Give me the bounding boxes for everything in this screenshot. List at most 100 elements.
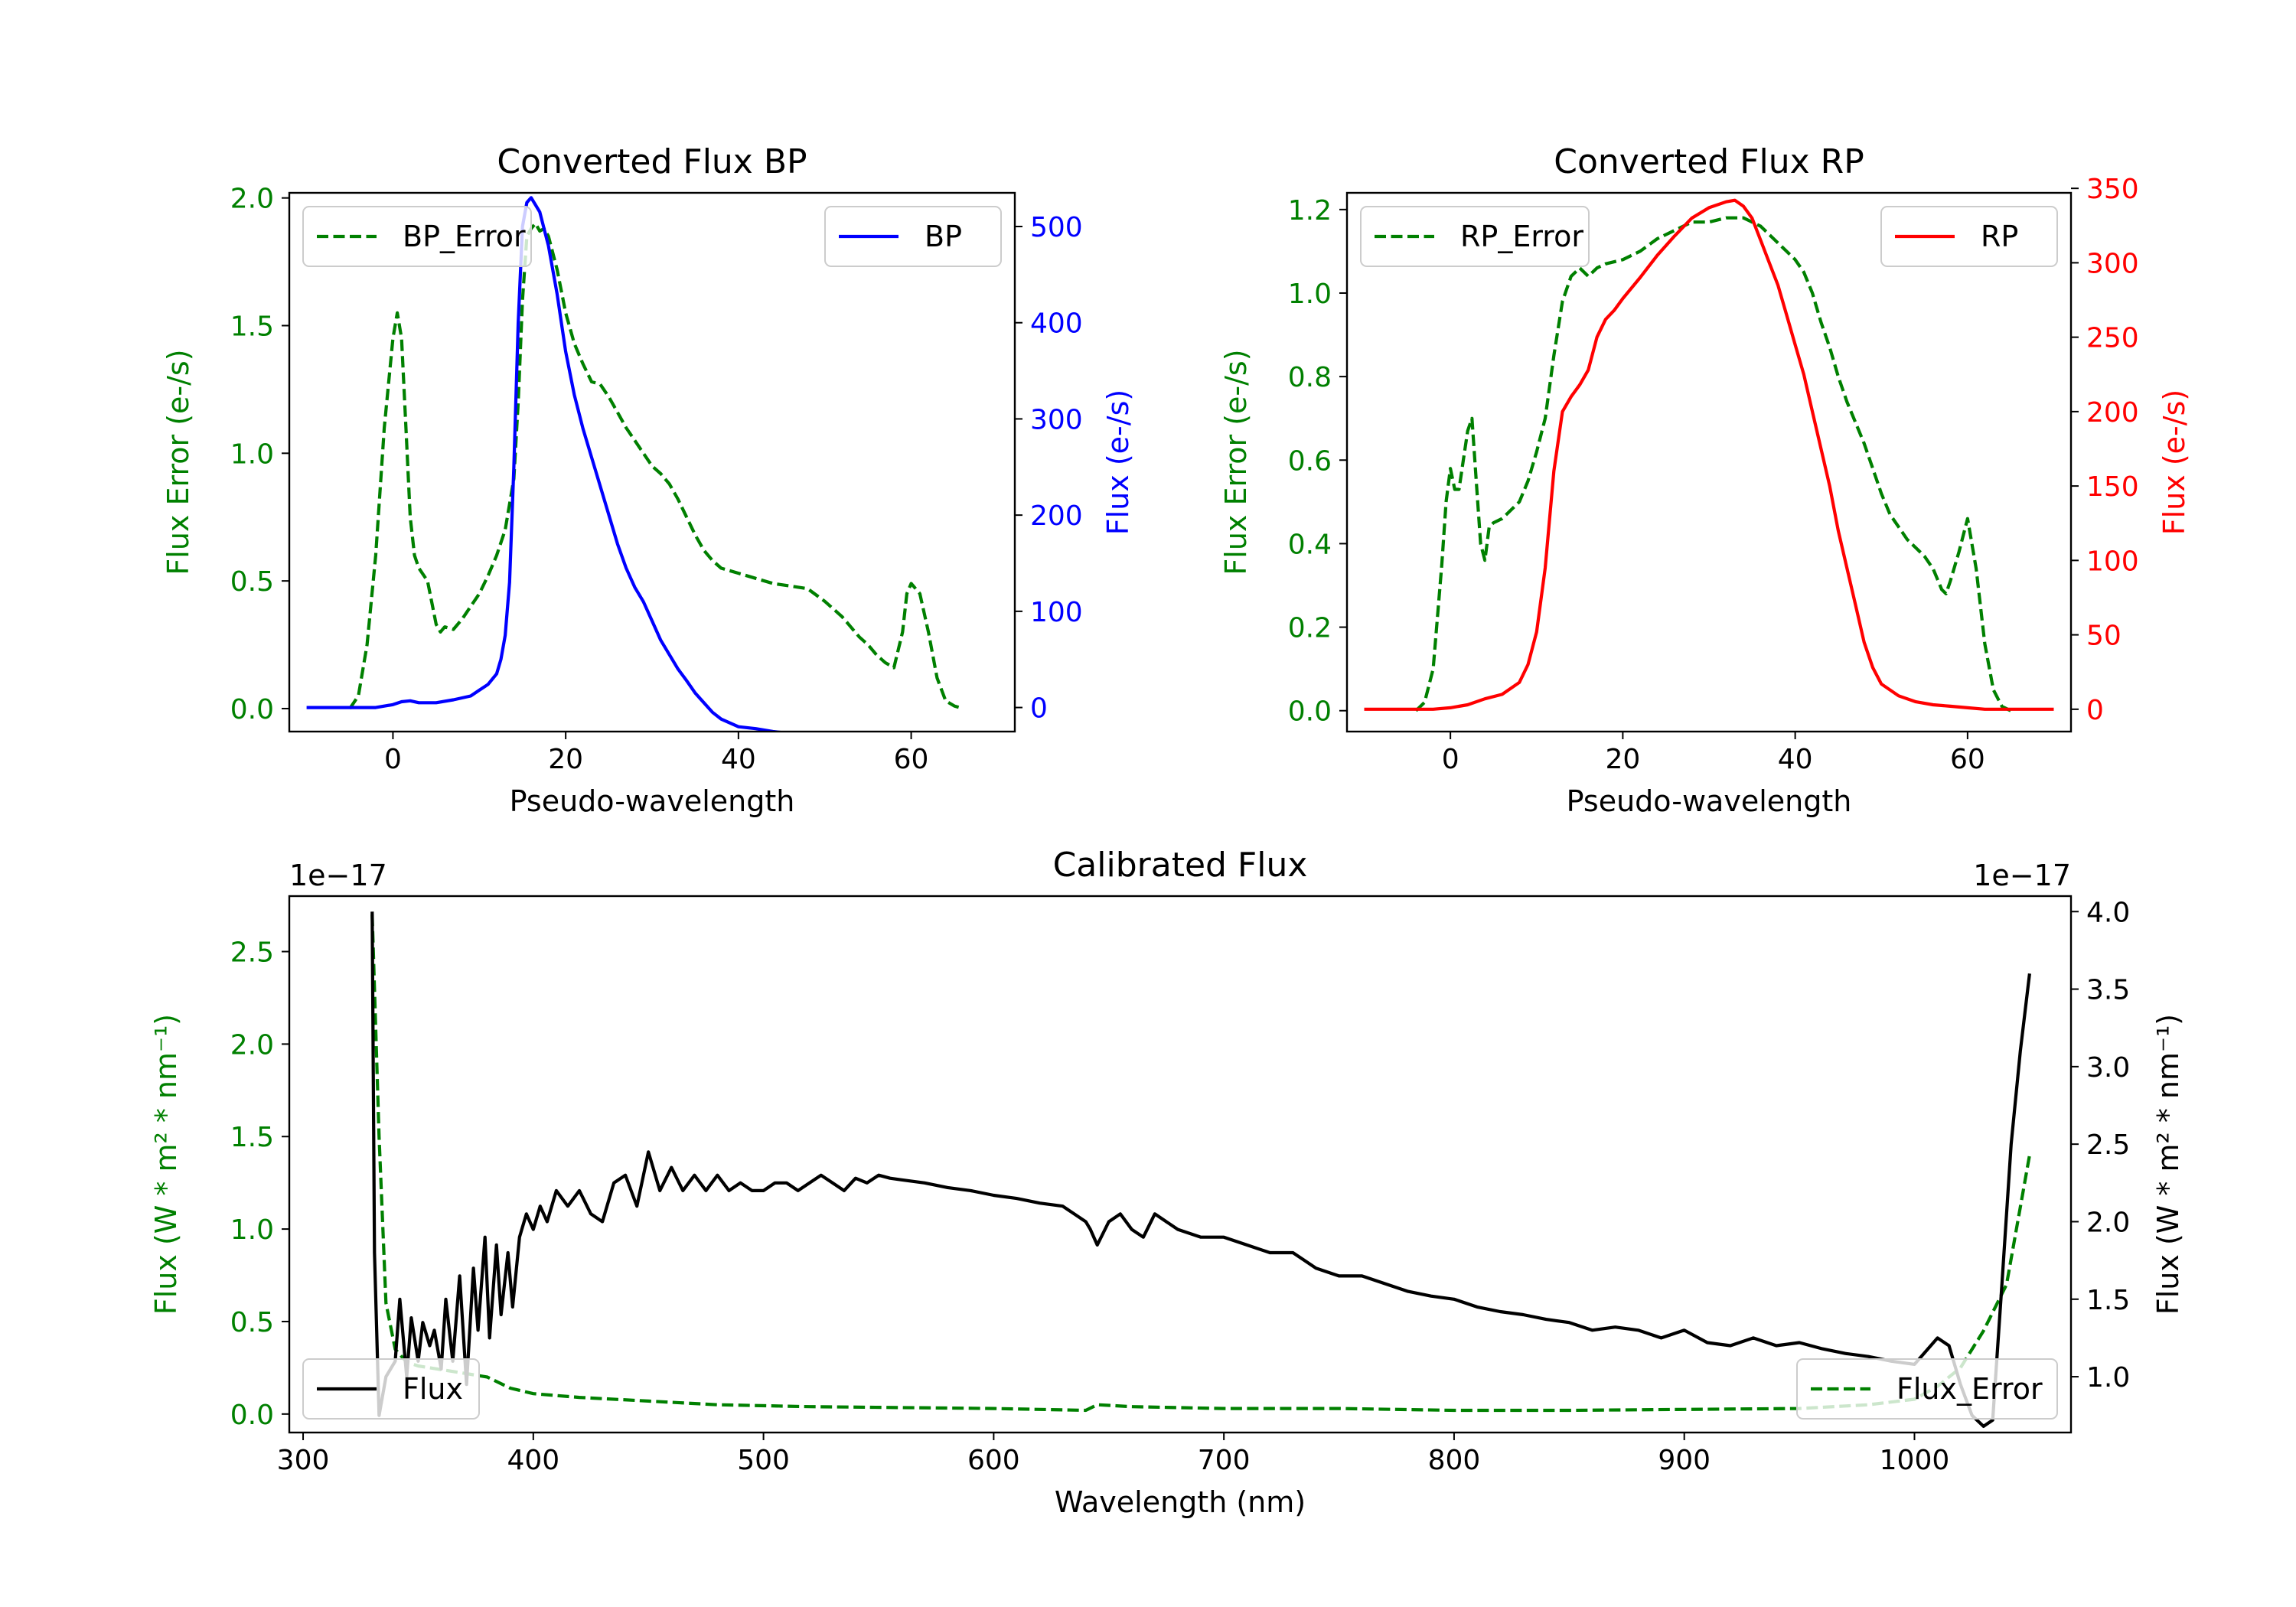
- y-tick-label-right: 100: [2086, 546, 2139, 577]
- y-tick-label-right: 0: [1030, 693, 1048, 725]
- plot-frame: [1345, 191, 2073, 733]
- x-tick-label: 400: [507, 1445, 559, 1476]
- x-tick-label: 40: [1778, 744, 1813, 775]
- x-tick-label: 300: [277, 1445, 330, 1476]
- legend-box: [1880, 206, 2058, 267]
- x-tick-label: 500: [737, 1445, 790, 1476]
- x-axis-label: Pseudo-wavelength: [1567, 784, 1852, 818]
- y-tick-label-left: 0.0: [230, 1400, 274, 1431]
- y-tick-label-right: 350: [2086, 174, 2139, 205]
- legend-box: [302, 1358, 480, 1420]
- x-tick-label: 700: [1198, 1445, 1251, 1476]
- y-tick-label-right: 300: [2086, 248, 2139, 279]
- y-tick-label-left: 0.8: [1288, 362, 1332, 393]
- y-axis-label-left: Flux Error (e-/s): [161, 349, 195, 575]
- chart-rp: RP_Error RP: [1339, 187, 2079, 739]
- y-tick-label-right: 3.0: [2086, 1052, 2130, 1084]
- legend-box: [1360, 206, 1590, 267]
- y-tick-label-right: 2.5: [2086, 1129, 2130, 1161]
- series-line-flux-error: [370, 914, 2031, 1413]
- x-tick-label: 0: [384, 744, 402, 775]
- legend-rp: RP: [1880, 206, 2058, 267]
- legend-label: RP: [1981, 220, 2018, 253]
- y-tick-label-left: 1.0: [230, 1214, 274, 1246]
- series-line-rp: [1364, 198, 2054, 711]
- x-tick-label: 800: [1428, 1445, 1481, 1476]
- legend-rp-error: RP_Error: [1360, 206, 1590, 267]
- series-line-bp-error: [348, 221, 964, 711]
- legend-bp-error: BP_Error: [302, 206, 532, 267]
- y-tick-label-right: 400: [1030, 308, 1083, 340]
- legend-flux: Flux: [302, 1358, 480, 1420]
- series-line-flux: [370, 911, 2031, 1428]
- legend-label: BP: [925, 220, 962, 253]
- x-tick-label: 0: [1442, 744, 1459, 775]
- chart-title: Calibrated Flux: [1053, 846, 1308, 885]
- y-tick-label-left: 0.5: [230, 566, 274, 598]
- y-tick-label-right: 500: [1030, 212, 1083, 243]
- y-axis-label-left: Flux Error (e-/s): [1219, 349, 1253, 575]
- y-tick-label-right: 1.5: [2086, 1285, 2130, 1316]
- chart-calibrated: Flux Flux_Error: [282, 895, 2079, 1440]
- legend-flux-error: Flux_Error: [1796, 1358, 2058, 1420]
- plot-frame: [288, 191, 1016, 733]
- y-tick-label-right: 50: [2086, 621, 2122, 652]
- chart-title: Converted Flux BP: [497, 142, 807, 181]
- y-tick-label-right: 200: [1030, 500, 1083, 532]
- chart-bp: BP_Error BP: [282, 191, 1022, 739]
- series-group: [1364, 198, 2054, 712]
- y-tick-label-right: 2.0: [2086, 1207, 2130, 1238]
- y-axis-label-right: Flux (W * m² * nm⁻¹): [2151, 1014, 2185, 1315]
- y-tick-label-left: 0.0: [230, 694, 274, 725]
- y-tick-label-right: 4.0: [2086, 897, 2130, 928]
- series-group: [370, 911, 2031, 1428]
- y-tick-label-right: 300: [1030, 404, 1083, 435]
- legend-box: [302, 206, 532, 267]
- chart-title: Converted Flux RP: [1554, 142, 1864, 181]
- offset-label-left: 1e−17: [289, 859, 387, 892]
- offset-label-right: 1e−17: [1973, 859, 2071, 892]
- x-tick-label: 900: [1658, 1445, 1711, 1476]
- y-tick-label-left: 0.4: [1288, 529, 1332, 560]
- y-tick-label-right: 150: [2086, 471, 2139, 503]
- y-tick-label-right: 250: [2086, 323, 2139, 354]
- y-tick-label-left: 0.0: [1288, 696, 1332, 728]
- legend-bp: BP: [824, 206, 1002, 267]
- y-tick-label-left: 1.5: [230, 311, 274, 342]
- y-tick-label-left: 1.0: [1288, 279, 1332, 310]
- x-tick-label: 40: [721, 744, 756, 775]
- legend-label: Flux: [403, 1372, 463, 1406]
- legend-label: BP_Error: [403, 220, 526, 253]
- y-tick-label-left: 0.2: [1288, 613, 1332, 644]
- y-axis-label-left: Flux (W * m² * nm⁻¹): [149, 1014, 183, 1315]
- y-axis-label-right: Flux (e-/s): [2157, 390, 2191, 535]
- y-tick-label-left: 1.0: [230, 438, 274, 470]
- y-tick-label-right: 100: [1030, 597, 1083, 628]
- y-tick-label-right: 200: [2086, 397, 2139, 429]
- x-tick-label: 60: [894, 744, 929, 775]
- series-line-bp: [306, 196, 788, 732]
- series-group: [306, 196, 964, 732]
- y-tick-label-left: 2.0: [230, 184, 274, 215]
- x-tick-label: 60: [1950, 744, 1985, 775]
- x-axis-label: Wavelength (nm): [1055, 1485, 1306, 1519]
- y-tick-label-left: 2.5: [230, 937, 274, 969]
- y-tick-label-left: 1.5: [230, 1122, 274, 1153]
- x-tick-label: 20: [1605, 744, 1640, 775]
- x-tick-label: 20: [548, 744, 583, 775]
- y-tick-label-right: 0: [2086, 695, 2104, 726]
- y-tick-label-left: 1.2: [1288, 195, 1332, 227]
- y-tick-label-left: 0.5: [230, 1307, 274, 1338]
- x-tick-label: 1000: [1880, 1445, 1950, 1476]
- series-line-rp-error: [1414, 216, 2012, 712]
- y-axis-label-right: Flux (e-/s): [1101, 390, 1135, 535]
- legend-box: [824, 206, 1002, 267]
- legend-box: [1796, 1358, 2058, 1420]
- legend-label: Flux_Error: [1896, 1372, 2043, 1406]
- plot-frame: [288, 895, 2073, 1434]
- x-tick-label: 600: [967, 1445, 1020, 1476]
- legend-label: RP_Error: [1460, 220, 1583, 253]
- y-tick-label-left: 0.6: [1288, 445, 1332, 477]
- x-axis-label: Pseudo-wavelength: [510, 784, 795, 818]
